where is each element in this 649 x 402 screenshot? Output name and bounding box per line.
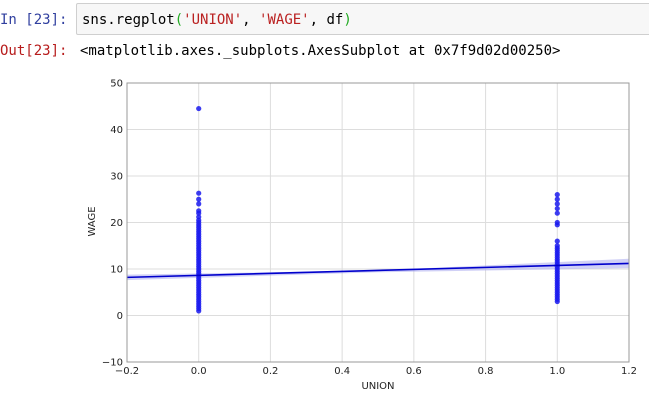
x-tick-label-1: 0.0 <box>191 366 207 377</box>
code-input-area[interactable]: sns.regplot('UNION', 'WAGE', df) <box>76 3 649 35</box>
data-point-union-1-7 <box>554 238 560 244</box>
y-tick-label-2: 10 <box>110 265 123 276</box>
x-tick-label-7: 1.2 <box>621 366 637 377</box>
y-tick-label-3: 20 <box>110 218 123 229</box>
data-point-union-1-0 <box>554 192 560 198</box>
code-separator-2: , df <box>309 12 344 28</box>
code-arg-wage: 'WAGE' <box>259 12 310 28</box>
data-point-union-1-1 <box>554 196 560 202</box>
data-point-union-0-5 <box>196 210 202 216</box>
output-text: <matplotlib.axes._subplots.AxesSubplot a… <box>80 43 561 59</box>
plot-frame <box>126 82 630 363</box>
x-tick-label-5: 0.8 <box>478 366 494 377</box>
y-tick-label-6: 50 <box>110 79 123 90</box>
x-axis-label: UNION <box>361 381 394 392</box>
data-point-union-1-4 <box>554 210 560 216</box>
data-point-union-0-1 <box>196 190 202 196</box>
data-point-union-0-46 <box>196 308 202 314</box>
code-arg-union: 'UNION' <box>183 12 243 28</box>
confidence-band <box>127 258 629 281</box>
code-separator-1: , <box>242 12 260 28</box>
code-text[interactable]: sns.regplot('UNION', 'WAGE', df) <box>82 10 352 30</box>
code-close-paren: ) <box>343 12 352 28</box>
input-prompt: In [23]: <box>0 12 68 28</box>
y-tick-label-4: 30 <box>110 172 123 183</box>
x-tick-label-3: 0.4 <box>334 366 350 377</box>
x-tick-label-0: −0.2 <box>115 366 139 377</box>
data-point-union-1-2 <box>554 201 560 207</box>
y-axis-label: WAGE <box>87 206 98 236</box>
y-tick-label-5: 40 <box>110 125 123 136</box>
output-prompt: Out[23]: <box>0 43 68 59</box>
code-open-paren: ( <box>174 12 184 28</box>
data-point-union-1-32 <box>554 298 560 305</box>
x-tick-label-6: 1.0 <box>549 366 565 377</box>
code-function: sns.regplot <box>82 12 175 28</box>
data-point-union-0-2 <box>196 196 202 202</box>
data-point-union-0-3 <box>196 201 202 207</box>
y-tick-label-1: 0 <box>117 311 123 322</box>
x-tick-label-2: 0.2 <box>262 366 278 377</box>
data-point-union-1-6 <box>554 222 560 228</box>
data-point-union-0-0 <box>196 105 202 112</box>
data-point-union-1-3 <box>554 205 560 212</box>
x-tick-label-4: 0.6 <box>406 366 422 377</box>
y-tick-label-0: −10 <box>102 358 123 369</box>
regression-line <box>126 262 630 279</box>
